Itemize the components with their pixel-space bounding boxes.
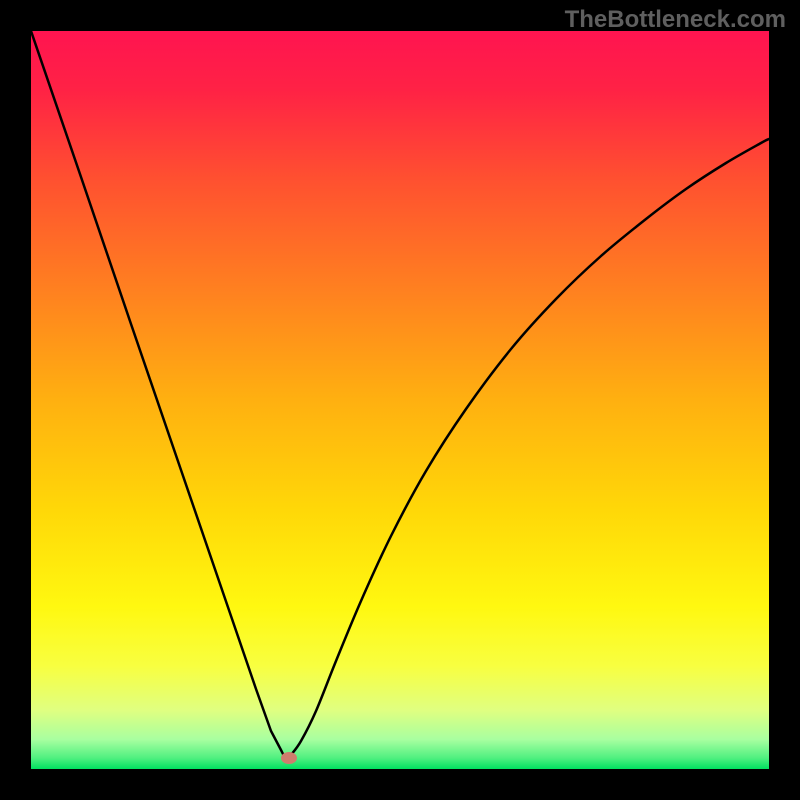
watermark-text: TheBottleneck.com: [565, 6, 786, 34]
bottleneck-marker: [281, 752, 297, 764]
chart-frame: TheBottleneck.com: [0, 0, 800, 800]
bottleneck-curve-right: [291, 139, 769, 755]
bottleneck-curve-left: [31, 31, 284, 756]
curve-layer: [31, 31, 769, 769]
